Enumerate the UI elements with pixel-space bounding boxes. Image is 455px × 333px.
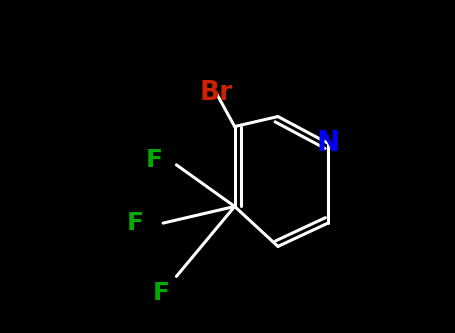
Text: N: N bbox=[316, 129, 339, 157]
Text: F: F bbox=[152, 281, 170, 305]
Text: Br: Br bbox=[199, 80, 233, 106]
Text: F: F bbox=[126, 211, 143, 235]
Text: F: F bbox=[146, 148, 163, 172]
